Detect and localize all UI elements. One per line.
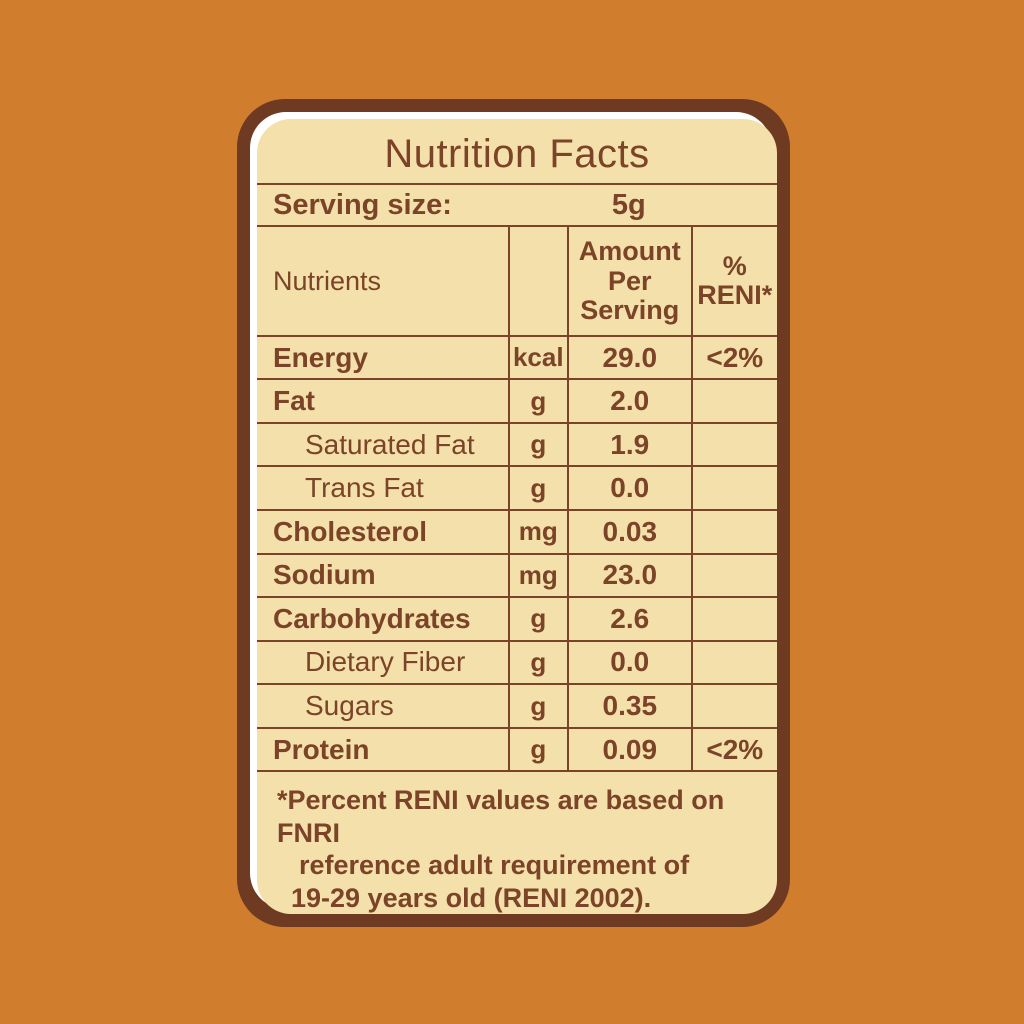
nutrient-unit: mg <box>507 511 567 553</box>
nutrient-reni <box>690 685 777 727</box>
header-reni-line: RENI* <box>697 280 773 311</box>
table-row-fat: Fat g 2.0 <box>257 380 777 424</box>
nutrient-name: Cholesterol <box>273 515 428 547</box>
card-face: Nutrition Facts Serving size: 5g Nutrien… <box>257 119 777 914</box>
nutrient-unit: g <box>507 641 567 684</box>
header-nutrients: Nutrients <box>273 265 382 296</box>
nutrient-amount: 29.0 <box>566 336 691 379</box>
nutrient-amount: 1.9 <box>566 423 691 466</box>
table-row-trans-fat: Trans Fat g 0.0 <box>257 467 777 512</box>
nutrient-amount: 23.0 <box>566 554 691 597</box>
nutrient-name: Dietary Fiber <box>305 646 466 678</box>
nutrient-reni <box>690 423 777 466</box>
nutrient-name: Fat <box>273 385 315 417</box>
nutrient-unit: g <box>507 380 567 422</box>
table-header-row: Nutrients Amount Per Serving % RENI* <box>257 227 777 337</box>
header-amount-line: Amount <box>578 236 681 267</box>
nutrient-unit: g <box>507 423 567 466</box>
header-amount-line: Per <box>607 265 652 296</box>
nutrient-reni <box>690 511 777 553</box>
header-amount-line: Serving <box>580 294 680 325</box>
table-row-saturated-fat: Saturated Fat g 1.9 <box>257 423 777 468</box>
reni-footnote: *Percent RENI values are based on FNRI r… <box>257 772 777 914</box>
nutrition-facts-card: Nutrition Facts Serving size: 5g Nutrien… <box>237 99 790 927</box>
table-row-carbohydrates: Carbohydrates g 2.6 <box>257 598 777 642</box>
nutrient-reni <box>690 467 777 510</box>
nutrient-amount: 0.09 <box>566 728 691 771</box>
nutrient-reni <box>690 380 777 422</box>
nutrient-name: Carbohydrates <box>273 602 471 634</box>
table-row-cholesterol: Cholesterol mg 0.03 <box>257 511 777 555</box>
nutrient-name: Trans Fat <box>305 472 424 504</box>
nutrient-unit: kcal <box>507 336 567 379</box>
serving-size-value: 5g <box>611 188 646 221</box>
table-row-sodium: Sodium mg 23.0 <box>257 554 777 599</box>
nutrient-name: Energy <box>273 341 368 373</box>
title-block: Nutrition Facts <box>257 119 777 186</box>
nutrient-name: Saturated Fat <box>305 428 475 460</box>
header-amount-per-serving: Amount Per Serving <box>566 227 691 335</box>
nutrient-reni: <2% <box>690 336 777 379</box>
nutrient-amount: 0.03 <box>566 511 691 553</box>
header-reni-line: % <box>722 250 747 281</box>
nutrient-amount: 0.0 <box>566 641 691 684</box>
table-row-sugars: Sugars g 0.35 <box>257 685 777 729</box>
nutrient-name: Protein <box>273 733 370 765</box>
table-row-dietary-fiber: Dietary Fiber g 0.0 <box>257 641 777 686</box>
serving-size-row: Serving size: 5g <box>257 185 777 228</box>
nutrient-unit: g <box>507 728 567 771</box>
footnote-line: *Percent RENI values are based on FNRI <box>277 785 725 848</box>
header-unit <box>507 227 567 335</box>
nutrient-reni <box>690 598 777 640</box>
nutrient-reni: <2% <box>690 728 777 771</box>
table-row-protein: Protein g 0.09 <2% <box>257 728 777 773</box>
nutrient-unit: mg <box>507 554 567 597</box>
page-title: Nutrition Facts <box>384 131 650 176</box>
nutrient-reni <box>690 641 777 684</box>
nutrient-amount: 2.6 <box>566 598 691 640</box>
nutrient-reni <box>690 554 777 597</box>
nutrient-unit: g <box>507 467 567 510</box>
footnote-line: reference adult requirement of <box>299 850 690 881</box>
nutrient-amount: 2.0 <box>566 380 691 422</box>
table-row-energy: Energy kcal 29.0 <2% <box>257 336 777 381</box>
nutrient-name: Sodium <box>273 559 376 591</box>
nutrient-amount: 0.35 <box>566 685 691 727</box>
nutrient-name: Sugars <box>305 690 394 722</box>
footnote-line: 19-29 years old (RENI 2002). <box>291 882 652 913</box>
header-percent-reni: % RENI* <box>690 227 777 335</box>
nutrient-amount: 0.0 <box>566 467 691 510</box>
nutrient-unit: g <box>507 685 567 727</box>
nutrient-unit: g <box>507 598 567 640</box>
card-inner: Nutrition Facts Serving size: 5g Nutrien… <box>250 112 777 914</box>
serving-size-label: Serving size: <box>273 188 452 221</box>
